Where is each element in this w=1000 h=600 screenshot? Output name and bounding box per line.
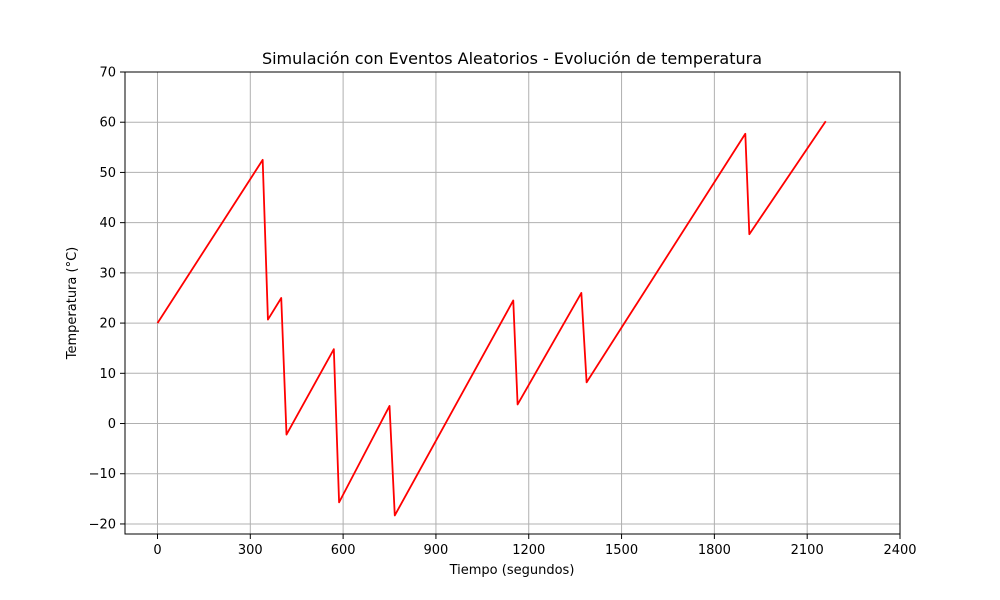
plot-frame bbox=[124, 71, 901, 535]
series-layer bbox=[156, 120, 827, 517]
x-axis: 0 300 600 900 1200 1500 1800 2100 2400 bbox=[153, 534, 917, 558]
y-tick-label: −20 bbox=[89, 517, 116, 532]
x-tick-label: 1500 bbox=[605, 543, 638, 558]
y-tick-label: 0 bbox=[108, 417, 116, 432]
chart-title: Simulación con Eventos Aleatorios - Evol… bbox=[262, 49, 762, 68]
y-tick-label: 40 bbox=[99, 216, 116, 231]
x-tick-label: 300 bbox=[238, 543, 263, 558]
y-tick-label: 60 bbox=[99, 116, 116, 131]
y-tick-label: 50 bbox=[99, 166, 116, 181]
y-tick-label: 70 bbox=[99, 66, 116, 81]
y-axis-label: Temperatura (°C) bbox=[65, 247, 80, 360]
y-tick-label: 20 bbox=[99, 317, 116, 332]
y-tick-label: 10 bbox=[99, 367, 116, 382]
y-tick-label: 30 bbox=[99, 266, 116, 281]
y-axis: −20 −10 0 10 20 30 40 50 60 70 bbox=[89, 66, 125, 532]
x-tick-label: 0 bbox=[153, 543, 161, 558]
y-tick-label: −10 bbox=[89, 467, 116, 482]
temperature-series-line bbox=[156, 120, 827, 517]
grid bbox=[125, 71, 901, 534]
x-tick-label: 900 bbox=[424, 543, 449, 558]
x-tick-label: 600 bbox=[331, 543, 356, 558]
x-axis-label: Tiempo (segundos) bbox=[449, 563, 575, 578]
x-tick-label: 2400 bbox=[883, 543, 916, 558]
x-tick-label: 2100 bbox=[791, 543, 824, 558]
x-tick-label: 1800 bbox=[698, 543, 731, 558]
x-tick-label: 1200 bbox=[512, 543, 545, 558]
